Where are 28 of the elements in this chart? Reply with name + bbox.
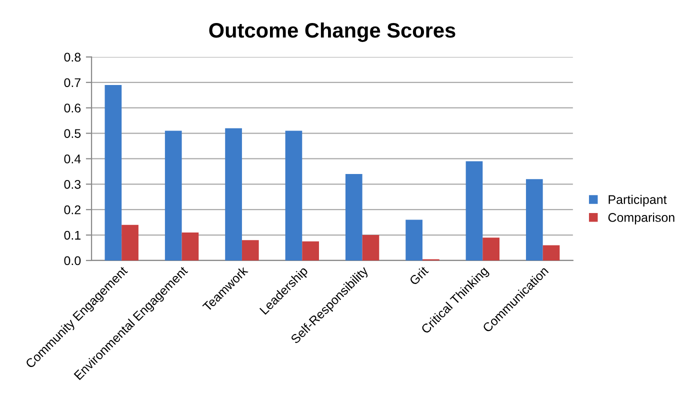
bar [104,84,122,260]
y-tick-label: 0.5 [64,129,81,138]
bar [362,235,380,260]
y-tick-label: 0.7 [64,78,80,88]
x-tick-label: Grit [408,265,429,286]
legend-label: Participant [608,194,667,206]
y-tick-label: 0.0 [64,256,81,266]
bar [182,232,199,260]
y-tick-label: 0.4 [64,154,81,164]
legend-label: Comparison [608,212,674,224]
bar [302,241,319,260]
bar [542,245,560,260]
bar [285,130,302,260]
bar [345,174,362,260]
y-tick-label: 0.1 [64,230,81,240]
bar [482,238,500,260]
bar [122,224,138,260]
y-tick-label: 0.8 [64,52,81,62]
bar [406,220,422,260]
bar [225,128,242,260]
y-tick-label: 0.6 [64,104,81,113]
bar [466,161,483,260]
y-tick-label: 0.2 [64,205,80,214]
bar [164,130,182,260]
bar [526,179,543,260]
y-tick-label: 0.3 [64,180,81,189]
chart-title: Outcome Change Scores [209,22,456,42]
bar [242,240,259,260]
